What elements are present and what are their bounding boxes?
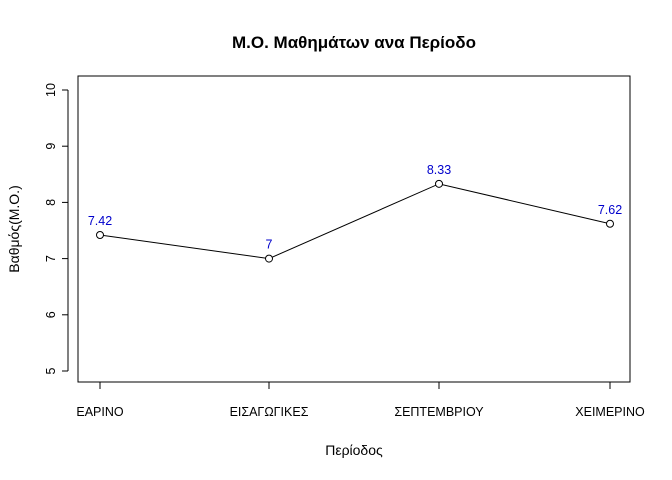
y-tick-label: 7 [44,255,58,262]
y-axis: 5 6 7 8 9 10 [44,83,69,374]
data-point [606,219,614,228]
y-tick-label: 9 [44,143,58,150]
plot-frame [77,75,631,383]
chart-title: Μ.Ο. Μαθημάτων ανα Περίοδο [232,33,476,52]
data-point [265,254,273,263]
data-label: 7.42 [88,214,112,228]
y-tick-label: 5 [44,367,58,374]
data-point [435,179,443,188]
y-tick-label: 10 [44,83,58,97]
y-tick-label: 8 [44,199,58,206]
data-point [96,230,104,239]
series-polyline [99,183,611,260]
y-tick-label: 6 [44,311,58,318]
data-labels: 7.42 7 8.33 7.62 [88,163,622,252]
x-tick-label: ΕΑΡΙΝΟ [76,405,124,419]
x-tick-label: ΧΕΙΜΕΡΙΝΟ [575,405,645,419]
x-axis-title: Περίοδος [325,442,383,458]
data-label: 7.62 [598,203,622,217]
series-line [96,179,614,263]
x-axis: ΕΑΡΙΝΟ ΕΙΣΑΓΩΓΙΚΕΣ ΣΕΠΤΕΜΒΡΙΟΥ ΧΕΙΜΕΡΙΝΟ [76,381,645,419]
x-tick-label: ΕΙΣΑΓΩΓΙΚΕΣ [230,405,309,419]
data-label: 7 [266,238,273,252]
data-label: 8.33 [427,163,451,177]
x-tick-label: ΣΕΠΤΕΜΒΡΙΟΥ [394,405,484,419]
y-axis-title: Βαθμός(Μ.Ο.) [6,185,22,272]
